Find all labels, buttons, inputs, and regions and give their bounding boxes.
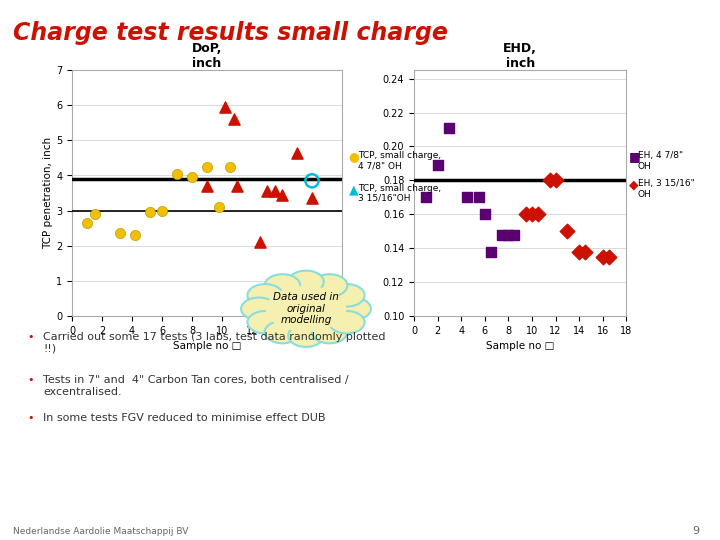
Point xyxy=(144,208,156,217)
Circle shape xyxy=(241,298,276,320)
Point xyxy=(485,247,497,256)
Point xyxy=(213,203,225,212)
Point xyxy=(544,176,555,185)
Text: ●: ● xyxy=(348,150,359,163)
Text: •: • xyxy=(27,332,34,342)
Point xyxy=(532,210,544,219)
Point xyxy=(186,173,198,181)
Circle shape xyxy=(312,321,347,343)
Point xyxy=(432,161,444,170)
Ellipse shape xyxy=(266,286,346,332)
Text: Charge test results small charge: Charge test results small charge xyxy=(13,21,448,45)
Circle shape xyxy=(288,271,324,293)
Text: ▲: ▲ xyxy=(348,183,358,196)
Point xyxy=(219,103,230,111)
Text: 9: 9 xyxy=(693,525,700,536)
Y-axis label: TCP penetration, inch: TCP penetration, inch xyxy=(43,137,53,249)
X-axis label: Sample no □: Sample no □ xyxy=(173,341,241,351)
Point xyxy=(503,230,514,239)
X-axis label: Sample no □: Sample no □ xyxy=(486,341,554,351)
Point xyxy=(603,252,614,261)
Text: Data used in
original
modelling: Data used in original modelling xyxy=(273,292,339,326)
Point xyxy=(202,163,213,171)
Point xyxy=(462,193,473,201)
Point xyxy=(156,206,168,215)
Circle shape xyxy=(329,284,364,307)
Point xyxy=(276,191,288,199)
Circle shape xyxy=(248,311,283,334)
Text: TCP, small charge,
4 7/8" OH: TCP, small charge, 4 7/8" OH xyxy=(358,151,441,171)
Point xyxy=(89,210,100,218)
Point xyxy=(202,181,213,190)
Title: EHD,
inch: EHD, inch xyxy=(503,42,537,70)
Point xyxy=(269,187,280,195)
Point xyxy=(508,230,520,239)
Point xyxy=(171,170,183,178)
Text: TCP, small charge,
3 15/16"OH: TCP, small charge, 3 15/16"OH xyxy=(358,184,441,203)
Point xyxy=(580,247,591,256)
Point xyxy=(228,115,240,124)
Text: EH, 3 15/16"
OH: EH, 3 15/16" OH xyxy=(638,179,695,199)
Circle shape xyxy=(265,274,300,296)
Point xyxy=(253,238,265,246)
Circle shape xyxy=(336,298,371,320)
Point xyxy=(597,252,608,261)
Point xyxy=(231,181,243,190)
Point xyxy=(526,210,538,219)
Circle shape xyxy=(248,284,283,307)
Circle shape xyxy=(329,311,364,334)
Point xyxy=(573,247,585,256)
Circle shape xyxy=(312,274,347,296)
Point xyxy=(291,148,303,157)
Text: EH, 4 7/8"
OH: EH, 4 7/8" OH xyxy=(638,151,683,171)
Text: ◆: ◆ xyxy=(629,179,639,192)
Point xyxy=(81,219,93,227)
Text: Carried out some 17 tests (3 labs, test data randomly plotted
!!): Carried out some 17 tests (3 labs, test … xyxy=(43,332,386,354)
Text: In some tests FGV reduced to minimise effect DUB: In some tests FGV reduced to minimise ef… xyxy=(43,413,325,423)
Point xyxy=(306,194,318,202)
Circle shape xyxy=(288,325,324,347)
Point xyxy=(130,231,141,240)
Point xyxy=(497,230,508,239)
Point xyxy=(261,187,273,195)
Point xyxy=(306,177,318,185)
Point xyxy=(473,193,485,201)
Text: Tests in 7" and  4" Carbon Tan cores, both centralised /
excentralised.: Tests in 7" and 4" Carbon Tan cores, bot… xyxy=(43,375,348,397)
Point xyxy=(479,210,490,219)
Point xyxy=(114,229,126,238)
Text: •: • xyxy=(27,413,34,423)
Point xyxy=(420,193,431,201)
Point xyxy=(444,124,455,132)
Point xyxy=(521,210,532,219)
Text: Nederlandse Aardolie Maatschappij BV: Nederlandse Aardolie Maatschappij BV xyxy=(13,526,189,536)
Point xyxy=(562,227,573,235)
Text: •: • xyxy=(27,375,34,386)
Circle shape xyxy=(265,321,300,343)
Point xyxy=(550,176,562,185)
Point xyxy=(224,163,235,171)
Title: DoP,
inch: DoP, inch xyxy=(192,42,222,70)
Text: ■: ■ xyxy=(629,150,641,163)
